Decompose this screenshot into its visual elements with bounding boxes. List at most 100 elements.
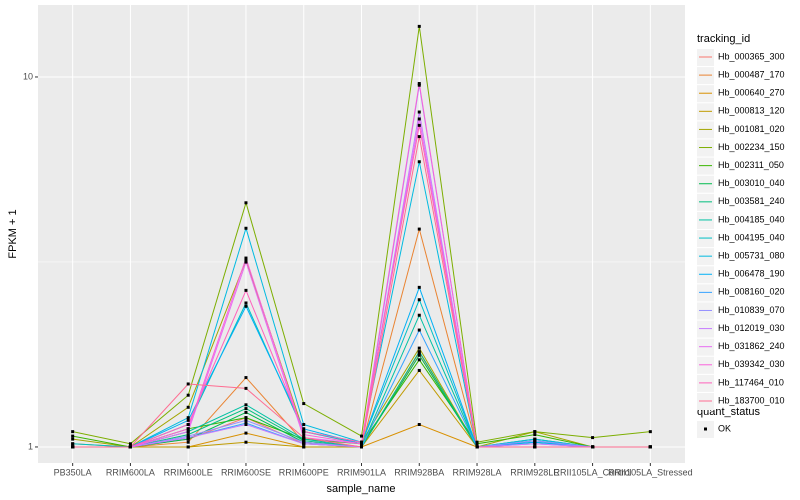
data-point <box>417 298 421 302</box>
data-point <box>360 445 363 449</box>
data-point <box>244 376 248 380</box>
data-point <box>186 418 190 422</box>
data-point <box>417 123 421 127</box>
data-point <box>475 445 479 449</box>
data-point <box>533 437 537 441</box>
data-point <box>302 445 306 449</box>
data-point <box>417 346 421 350</box>
data-point <box>417 368 421 372</box>
data-point <box>648 445 652 449</box>
data-point <box>244 201 248 205</box>
data-point <box>244 431 248 435</box>
y-tick-label: 10 <box>23 71 33 81</box>
data-point <box>244 288 248 292</box>
data-point <box>244 423 248 427</box>
x-tick-label: RRIM928BA <box>394 467 444 477</box>
x-tick-label: RRIM928LA <box>453 467 502 477</box>
data-point <box>475 440 479 444</box>
data-point <box>648 430 652 434</box>
x-tick-label: RRIM600LE <box>164 467 213 477</box>
data-point <box>186 440 190 444</box>
legend-label: Hb_003010_040 <box>718 178 785 188</box>
data-point <box>360 442 363 446</box>
data-point <box>417 117 421 121</box>
data-point <box>417 353 421 357</box>
legend-label: Hb_008160_020 <box>718 287 785 297</box>
legend-label: Hb_005731_080 <box>718 251 785 261</box>
data-point <box>360 434 363 438</box>
data-point <box>417 423 421 427</box>
data-point <box>186 405 190 409</box>
legend-label: Hb_039342_030 <box>718 359 785 369</box>
data-point <box>244 418 248 422</box>
data-point <box>302 437 306 441</box>
legend-label: Hb_000487_170 <box>718 69 785 79</box>
data-point <box>244 410 248 414</box>
data-point <box>533 440 537 444</box>
data-point <box>186 427 190 431</box>
data-point <box>302 402 306 406</box>
y-axis-title: FPKM + 1 <box>7 209 19 258</box>
data-point <box>186 430 190 434</box>
data-point <box>417 24 421 28</box>
data-point <box>71 437 75 441</box>
data-point <box>302 430 306 434</box>
x-tick-label: RRIM600LA <box>106 467 155 477</box>
data-point <box>186 416 190 420</box>
legend-label: Hb_004185_040 <box>718 214 785 224</box>
data-point <box>186 423 190 427</box>
data-point <box>417 358 421 362</box>
data-point <box>186 445 190 449</box>
legend-label: Hb_000813_120 <box>718 106 785 116</box>
data-point <box>417 82 421 86</box>
legend-label: Hb_117464_010 <box>718 377 784 387</box>
data-point <box>360 440 363 444</box>
legend-title: tracking_id <box>697 33 750 45</box>
x-tick-label: RRII105LA_Control <box>554 467 632 477</box>
x-tick-label: PB350LA <box>54 467 92 477</box>
data-point <box>186 437 190 441</box>
x-tick-label: RRII105LA_Stressed <box>608 467 693 477</box>
data-point <box>417 227 421 231</box>
legend-label: Hb_031862_240 <box>718 341 785 351</box>
data-point <box>71 442 75 446</box>
data-point <box>302 436 306 440</box>
legend-label: Hb_006478_190 <box>718 269 785 279</box>
x-tick-label: RRIM600SE <box>221 467 271 477</box>
data-point <box>186 436 190 440</box>
data-point <box>475 442 479 446</box>
data-point <box>591 436 595 440</box>
data-point <box>533 445 537 449</box>
data-point <box>244 403 248 407</box>
data-point <box>302 423 306 427</box>
data-point <box>417 285 421 289</box>
data-point <box>244 304 248 308</box>
data-point <box>533 433 537 437</box>
legend-label: Hb_004195_040 <box>718 232 785 242</box>
data-point <box>186 434 190 438</box>
data-point <box>71 434 75 438</box>
data-point <box>417 83 421 87</box>
x-tick-label: RRIM600PE <box>279 467 329 477</box>
legend-label: Hb_003581_240 <box>718 196 785 206</box>
data-point <box>417 160 421 164</box>
data-point <box>417 313 421 317</box>
data-point <box>186 382 190 386</box>
legend-label: Hb_001081_020 <box>718 124 785 134</box>
data-point <box>302 440 306 444</box>
data-point <box>244 407 248 411</box>
shape-legend-label: OK <box>718 423 731 433</box>
data-point <box>533 439 537 443</box>
data-point <box>244 226 248 230</box>
data-point <box>302 433 306 437</box>
data-point <box>302 427 306 431</box>
data-point <box>417 350 421 354</box>
legend-label: Hb_002311_050 <box>718 160 784 170</box>
data-point <box>71 445 75 449</box>
legend-label: Hb_010839_070 <box>718 305 785 315</box>
data-point <box>533 442 537 446</box>
data-point <box>244 258 248 262</box>
data-point <box>244 440 248 444</box>
x-tick-label: RRIM901LA <box>337 467 386 477</box>
